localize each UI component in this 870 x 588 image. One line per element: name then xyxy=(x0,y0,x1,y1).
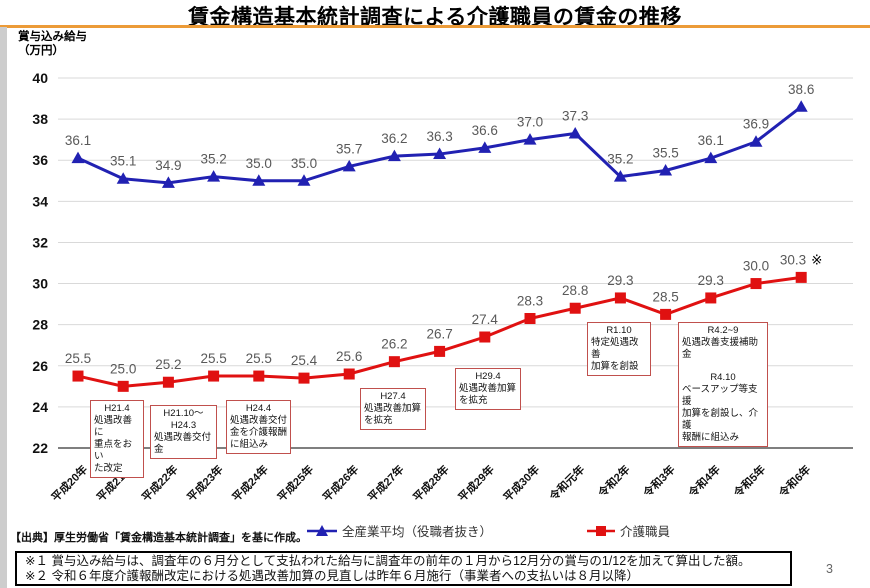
svg-text:平成28年: 平成28年 xyxy=(410,462,452,504)
footnotes-box: ※１ 賞与込み給与は、調査年の６月分として支払われた給与に調査年の前年の１月から… xyxy=(15,551,792,586)
svg-text:40: 40 xyxy=(32,70,48,86)
svg-text:令和元年: 令和元年 xyxy=(546,462,588,504)
svg-text:37.0: 37.0 xyxy=(517,115,543,130)
annotation-box: H24.4 処遇改善交付 金を介護報酬 に組込み xyxy=(226,400,291,454)
svg-text:25.0: 25.0 xyxy=(110,361,136,376)
svg-text:36.6: 36.6 xyxy=(472,123,498,138)
svg-text:令和4年: 令和4年 xyxy=(685,462,723,500)
svg-text:令和6年: 令和6年 xyxy=(775,462,813,500)
annotation-box: R1.10 特定処遇改善 加算を創設 xyxy=(587,322,651,376)
y-axis-title: 賞与込み給与 （万円） xyxy=(18,30,87,59)
svg-text:平成26年: 平成26年 xyxy=(319,462,361,504)
svg-text:令和2年: 令和2年 xyxy=(594,462,632,500)
legend-label-care-worker: 介護職員 xyxy=(620,524,671,539)
svg-text:平成25年: 平成25年 xyxy=(274,462,316,504)
svg-text:平成23年: 平成23年 xyxy=(184,462,226,504)
annotation-box: H21.10～ H24.3 処遇改善交付金 xyxy=(150,405,217,459)
svg-text:25.5: 25.5 xyxy=(65,351,91,366)
svg-text:35.5: 35.5 xyxy=(652,146,678,161)
annotation-box: R4.2~9 処遇改善支援補助金 R4.10 ベースアップ等支援 加算を創設し、介護 報酬… xyxy=(678,322,768,447)
svg-text:24: 24 xyxy=(32,399,48,415)
svg-text:35.7: 35.7 xyxy=(336,141,362,156)
svg-text:28.8: 28.8 xyxy=(562,283,588,298)
footnote-1: ※１ 賞与込み給与は、調査年の６月分として支払われた給与に調査年の前年の１月から… xyxy=(25,554,751,568)
svg-text:30.3※: 30.3 ※ xyxy=(780,252,823,267)
annotation-box: H21.4 処遇改善に 重点をおい た改定 xyxy=(90,400,144,478)
svg-text:35.1: 35.1 xyxy=(110,154,136,169)
svg-text:34: 34 xyxy=(32,193,48,209)
legend-label-all-industry: 全産業平均（役職者抜き） xyxy=(342,524,493,539)
svg-text:36.1: 36.1 xyxy=(65,133,91,148)
svg-text:25.2: 25.2 xyxy=(155,357,181,372)
svg-text:26.2: 26.2 xyxy=(381,337,407,352)
svg-text:28: 28 xyxy=(32,317,48,333)
svg-text:27.4: 27.4 xyxy=(472,312,499,327)
left-margin-strip xyxy=(0,27,7,588)
svg-text:平成20年: 平成20年 xyxy=(48,462,90,504)
svg-text:25.5: 25.5 xyxy=(246,351,272,366)
svg-text:36.2: 36.2 xyxy=(381,131,407,146)
y-axis-title-line2: （万円） xyxy=(18,45,64,58)
svg-text:平成27年: 平成27年 xyxy=(365,462,407,504)
source-citation: 【出典】厚生労働省「賃金構造基本統計調査」を基に作成。 xyxy=(10,532,307,544)
svg-text:25.5: 25.5 xyxy=(200,351,226,366)
svg-text:35.2: 35.2 xyxy=(200,152,226,167)
svg-text:32: 32 xyxy=(32,234,48,250)
chart-area: 40 38 36 34 32 30 28 26 24 22 平成20年 平成21年 平成22年 平成23年… xyxy=(0,27,870,522)
svg-text:35.0: 35.0 xyxy=(291,156,317,171)
legend-marker-triangle-icon xyxy=(307,525,337,536)
svg-text:28.5: 28.5 xyxy=(652,289,678,304)
annotation-box: H29.4 処遇改善加算 を拡充 xyxy=(455,368,521,410)
y-axis-title-line1: 賞与込み給与 xyxy=(18,31,87,43)
svg-text:34.9: 34.9 xyxy=(155,158,181,173)
svg-text:36.9: 36.9 xyxy=(743,117,769,132)
svg-text:令和3年: 令和3年 xyxy=(639,462,677,500)
svg-text:38: 38 xyxy=(32,111,48,127)
legend-item-care-worker: 介護職員 xyxy=(586,522,671,539)
page-title: 賃金構造基本統計調査による介護職員の賃金の推移 xyxy=(188,6,682,29)
svg-text:29.3: 29.3 xyxy=(698,273,724,288)
svg-text:35.2: 35.2 xyxy=(607,152,633,167)
page-number: 3 xyxy=(826,562,833,576)
svg-text:36.1: 36.1 xyxy=(698,133,724,148)
svg-text:37.3: 37.3 xyxy=(562,109,588,124)
svg-text:平成30年: 平成30年 xyxy=(500,462,542,504)
svg-text:平成29年: 平成29年 xyxy=(455,462,497,504)
svg-text:平成24年: 平成24年 xyxy=(229,462,271,504)
svg-text:29.3: 29.3 xyxy=(607,273,633,288)
svg-text:30.0: 30.0 xyxy=(743,259,769,274)
annotation-box: H27.4 処遇改善加算 を拡充 xyxy=(360,388,426,430)
svg-text:22: 22 xyxy=(32,440,48,456)
footnote-2: ※２ 令和６年度介護報酬改定における処遇改善加算の見直しは昨年６月施行（事業者へ… xyxy=(25,569,639,583)
title-underline-rule xyxy=(0,25,870,28)
svg-text:25.4: 25.4 xyxy=(291,353,318,368)
svg-text:36.3: 36.3 xyxy=(426,129,452,144)
svg-text:26.7: 26.7 xyxy=(426,326,452,341)
svg-text:35.0: 35.0 xyxy=(246,156,272,171)
svg-text:平成22年: 平成22年 xyxy=(139,462,181,504)
svg-text:28.3: 28.3 xyxy=(517,294,543,309)
svg-text:36: 36 xyxy=(32,152,48,168)
legend-item-all-industry: 全産業平均（役職者抜き） xyxy=(306,522,493,539)
svg-text:30: 30 xyxy=(32,276,48,292)
svg-text:25.6: 25.6 xyxy=(336,349,362,364)
svg-text:38.6: 38.6 xyxy=(788,82,814,97)
legend-marker-square-icon xyxy=(587,526,615,536)
svg-text:令和5年: 令和5年 xyxy=(730,462,768,500)
svg-text:26: 26 xyxy=(32,358,48,374)
